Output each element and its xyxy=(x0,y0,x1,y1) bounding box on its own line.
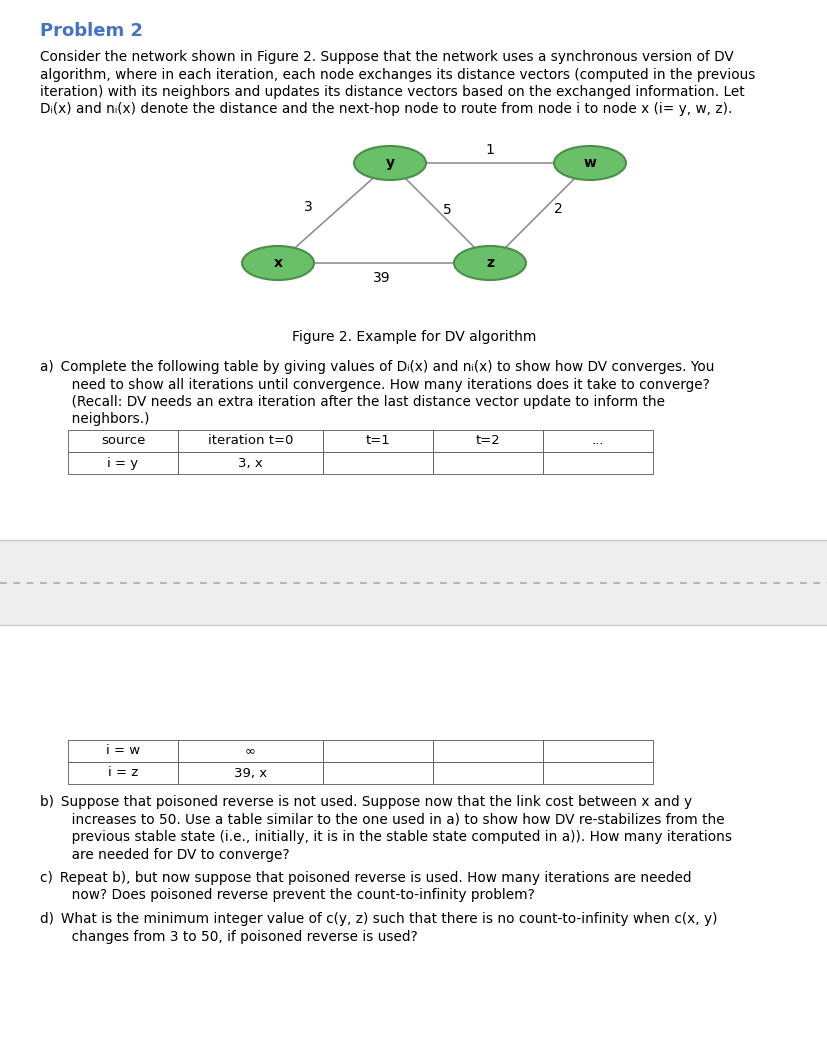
Text: Problem 2: Problem 2 xyxy=(40,22,143,40)
Text: increases to 50. Use a table similar to the one used in a) to show how DV re-sta: increases to 50. Use a table similar to … xyxy=(40,813,724,826)
Text: neighbors.): neighbors.) xyxy=(40,412,150,427)
Bar xyxy=(68,430,178,452)
Bar xyxy=(433,430,543,452)
Text: d) What is the minimum integer value of c(y, z) such that there is no count-to-i: d) What is the minimum integer value of … xyxy=(40,912,717,926)
Bar xyxy=(178,430,323,452)
Bar xyxy=(0,540,827,625)
Bar xyxy=(178,452,323,474)
Text: previous stable state (i.e., initially, it is in the stable state computed in a): previous stable state (i.e., initially, … xyxy=(40,830,731,844)
Text: 3: 3 xyxy=(304,200,312,214)
Text: Consider the network shown in Figure 2. Suppose that the network uses a synchron: Consider the network shown in Figure 2. … xyxy=(40,50,733,64)
Text: iteration t=0: iteration t=0 xyxy=(208,435,293,447)
Text: a) Complete the following table by giving values of Dᵢ(x) and nᵢ(x) to show how : a) Complete the following table by givin… xyxy=(40,360,714,374)
Text: 39: 39 xyxy=(373,271,390,285)
Text: ∞: ∞ xyxy=(245,744,256,758)
Bar xyxy=(68,762,178,784)
Bar xyxy=(68,740,178,762)
Bar xyxy=(433,762,543,784)
Bar xyxy=(323,430,433,452)
Text: now? Does poisoned reverse prevent the count-to-infinity problem?: now? Does poisoned reverse prevent the c… xyxy=(40,889,534,902)
Text: changes from 3 to 50, if poisoned reverse is used?: changes from 3 to 50, if poisoned revers… xyxy=(40,929,418,944)
Text: 3, x: 3, x xyxy=(238,457,262,469)
Bar xyxy=(323,452,433,474)
Ellipse shape xyxy=(453,246,525,280)
Bar xyxy=(433,452,543,474)
Bar xyxy=(433,740,543,762)
Text: x: x xyxy=(273,256,282,270)
Text: need to show all iterations until convergence. How many iterations does it take : need to show all iterations until conver… xyxy=(40,378,709,391)
Bar xyxy=(543,762,653,784)
Ellipse shape xyxy=(241,246,313,280)
Text: z: z xyxy=(485,256,494,270)
Bar xyxy=(543,452,653,474)
Bar xyxy=(178,762,323,784)
Bar xyxy=(323,740,433,762)
Text: i = z: i = z xyxy=(108,766,138,780)
Text: 39, x: 39, x xyxy=(234,766,267,780)
Text: are needed for DV to converge?: are needed for DV to converge? xyxy=(40,847,289,862)
Text: ...: ... xyxy=(591,435,604,447)
Text: 2: 2 xyxy=(553,202,562,216)
Text: source: source xyxy=(101,435,145,447)
Text: c) Repeat b), but now suppose that poisoned reverse is used. How many iterations: c) Repeat b), but now suppose that poiso… xyxy=(40,871,691,885)
Bar xyxy=(323,762,433,784)
Text: 5: 5 xyxy=(442,203,451,217)
Text: i = w: i = w xyxy=(106,744,140,758)
Text: i = y: i = y xyxy=(108,457,138,469)
Text: b) Suppose that poisoned reverse is not used. Suppose now that the link cost bet: b) Suppose that poisoned reverse is not … xyxy=(40,795,691,809)
Text: t=2: t=2 xyxy=(475,435,500,447)
Text: (Recall: DV needs an extra iteration after the last distance vector update to in: (Recall: DV needs an extra iteration aft… xyxy=(40,395,664,409)
Text: Figure 2. Example for DV algorithm: Figure 2. Example for DV algorithm xyxy=(291,330,536,344)
Ellipse shape xyxy=(354,146,425,180)
Bar xyxy=(178,740,323,762)
Text: algorithm, where in each iteration, each node exchanges its distance vectors (co: algorithm, where in each iteration, each… xyxy=(40,67,754,82)
Text: t=1: t=1 xyxy=(366,435,390,447)
Text: y: y xyxy=(385,156,394,170)
Text: Dᵢ(x) and nᵢ(x) denote the distance and the next-hop node to route from node i t: Dᵢ(x) and nᵢ(x) denote the distance and … xyxy=(40,103,732,116)
Text: w: w xyxy=(583,156,595,170)
Text: iteration) with its neighbors and updates its distance vectors based on the exch: iteration) with its neighbors and update… xyxy=(40,85,743,99)
Bar xyxy=(68,452,178,474)
Bar xyxy=(543,430,653,452)
Text: 1: 1 xyxy=(485,143,494,157)
Ellipse shape xyxy=(553,146,625,180)
Bar xyxy=(543,740,653,762)
